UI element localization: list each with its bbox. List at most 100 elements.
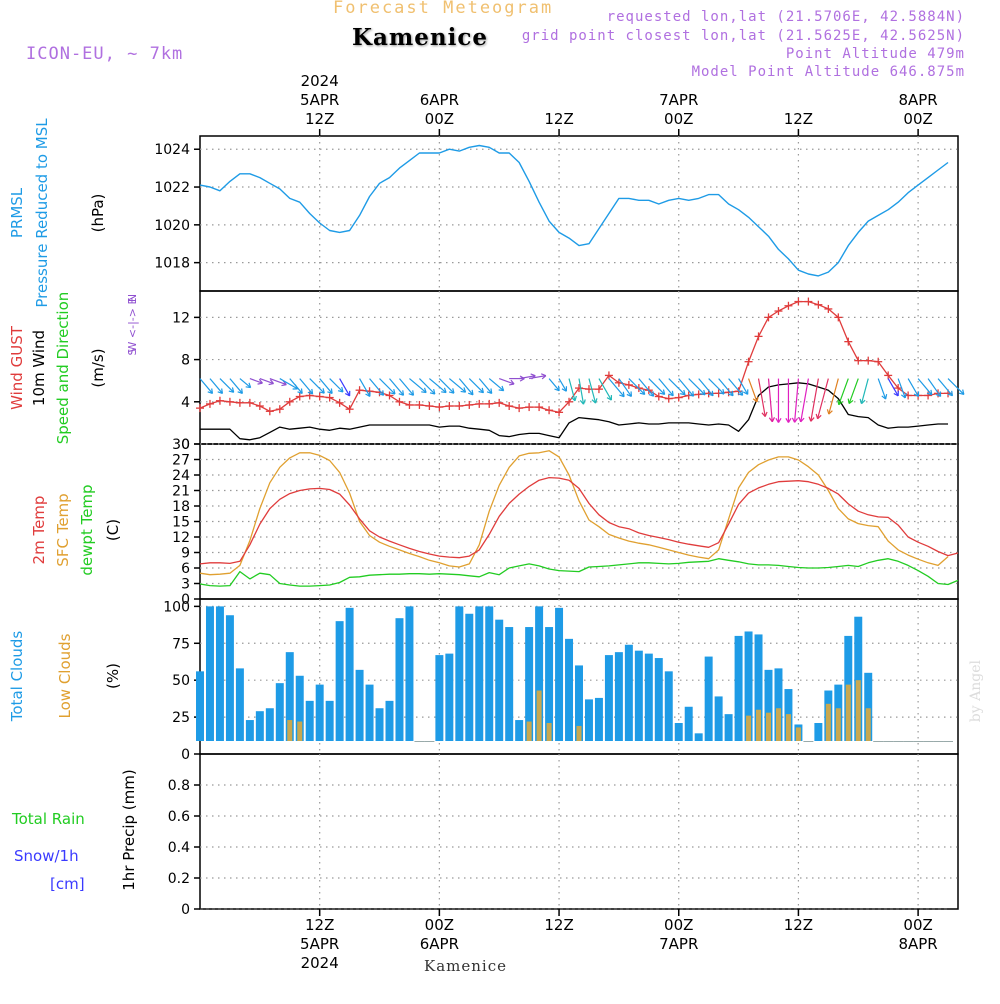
- total-clouds-bar: [605, 655, 613, 741]
- low-clouds-bar: [776, 708, 781, 741]
- total-clouds-bar: [276, 683, 284, 741]
- model-label: ICON-EU, ~ 7km: [26, 44, 183, 64]
- wind-arrow-head: [848, 399, 849, 404]
- wind-arrow-shaft: [619, 379, 632, 397]
- total-clouds-bar: [376, 708, 384, 741]
- temperature-ytick-label: 9: [181, 546, 190, 562]
- clouds-ytick-label: 50: [172, 673, 190, 689]
- wind-arrow-shaft: [849, 379, 858, 404]
- gust-marker: [505, 402, 513, 410]
- wind-arrow: [589, 379, 597, 404]
- wind-arrow-head: [653, 391, 654, 396]
- low-clouds-bar: [866, 708, 871, 741]
- wind-arrow-head: [301, 389, 302, 394]
- wind-arrow-head: [765, 412, 767, 417]
- pressure-frame: [200, 136, 958, 291]
- total-clouds-bar: [555, 608, 563, 741]
- gust-marker: [545, 406, 553, 414]
- wind-arrow-shaft: [360, 379, 370, 397]
- wind-arrow-head: [403, 390, 404, 395]
- grid-point-location: grid point closest lon,lat (21.5625E, 42…: [522, 28, 965, 44]
- wind-arrow-shaft: [669, 379, 685, 395]
- gust-marker: [336, 399, 344, 407]
- total-clouds-bar: [585, 699, 593, 741]
- wind-arrow-head: [931, 390, 932, 395]
- low-clouds-bar: [826, 704, 831, 741]
- low-clouds-bar: [746, 716, 751, 741]
- time-label-bottom: 2024: [301, 954, 339, 972]
- product-title: Forecast Meteogram: [333, 0, 553, 18]
- total-clouds-bar: [655, 658, 663, 741]
- wind-arrow-shaft: [759, 379, 766, 417]
- total-clouds-bar: [366, 685, 374, 741]
- temperature-ytick-label: 24: [172, 468, 190, 484]
- clouds-ytick-label: 100: [163, 599, 190, 615]
- snow-label: Snow/1h: [14, 847, 79, 865]
- dewpt-line: [200, 559, 958, 586]
- total-clouds-bar: [336, 621, 344, 741]
- low-clouds-bar: [846, 685, 851, 741]
- wind-arrow: [240, 379, 251, 388]
- wind-arrow-shaft: [749, 379, 757, 402]
- low-clouds-bar: [796, 727, 801, 741]
- wind-arrow-shaft: [709, 379, 724, 394]
- gust-marker: [435, 403, 443, 411]
- time-label-bottom: 00Z: [664, 916, 693, 934]
- clouds-ytick-label: 0: [181, 747, 190, 763]
- wind-arrow-head: [584, 400, 586, 405]
- total-clouds-bar: [685, 707, 693, 741]
- wind-arrow-head: [491, 389, 492, 394]
- total-clouds-bar: [505, 627, 513, 741]
- gust-marker: [346, 405, 354, 413]
- wind-arrow: [360, 379, 370, 397]
- temperature-ytick-label: 3: [181, 577, 190, 593]
- wind-arrow-head: [331, 389, 332, 394]
- gust-marker: [326, 394, 334, 402]
- gust-marker: [296, 393, 304, 401]
- total-clouds-bar: [725, 714, 733, 741]
- pressure-label: PRMSL: [8, 187, 26, 238]
- gust-marker: [765, 313, 773, 321]
- total-clouds-bar: [625, 645, 633, 741]
- total-clouds-bar: [266, 708, 274, 741]
- gust-marker: [246, 399, 254, 407]
- precip-ytick-label: 0.8: [168, 778, 190, 794]
- low-clouds-bar: [547, 723, 552, 741]
- wind-arrow: [200, 379, 212, 394]
- wind-arrow-head: [860, 399, 861, 404]
- gust-marker: [216, 397, 224, 405]
- total-clouds-bar: [196, 671, 204, 741]
- requested-location: requested lon,lat (21.5706E, 42.5884N): [607, 9, 965, 25]
- time-label-top: 2024: [301, 72, 339, 90]
- gust-marker: [236, 399, 244, 407]
- total-clouds-bar: [675, 723, 683, 741]
- time-label-bottom: 7APR: [659, 935, 698, 953]
- gust-marker: [206, 400, 214, 408]
- wind-arrow-head: [732, 391, 733, 396]
- pressure-label-2: Pressure Reduced to MSL: [33, 118, 51, 308]
- wind-arrow: [792, 379, 798, 423]
- wind-label: 10m Wind: [30, 330, 48, 406]
- total-clouds-bar: [495, 620, 503, 741]
- total-clouds-bar: [405, 606, 413, 741]
- time-label-top: 00Z: [664, 110, 693, 128]
- time-label-top: 7APR: [659, 91, 698, 109]
- gust-marker: [864, 357, 872, 365]
- precip-ytick-label: 0.4: [168, 840, 190, 856]
- wind-arrow: [749, 379, 758, 402]
- precip-unit: 1hr Precip (mm): [120, 769, 138, 890]
- total-clouds-bar: [595, 698, 603, 741]
- total-clouds-bar: [236, 668, 244, 741]
- gust-marker: [316, 393, 324, 401]
- time-label-top: 12Z: [544, 110, 573, 128]
- gust-marker: [755, 332, 763, 340]
- wind-arrow-head: [575, 396, 576, 401]
- time-label-bottom: 12Z: [544, 916, 573, 934]
- wind-arrow: [619, 379, 632, 397]
- wind-unit: (m/s): [89, 348, 107, 387]
- gust-marker: [745, 358, 753, 366]
- total-clouds-bar: [206, 606, 214, 741]
- total-clouds-bar: [346, 608, 354, 741]
- gust-marker: [485, 400, 493, 408]
